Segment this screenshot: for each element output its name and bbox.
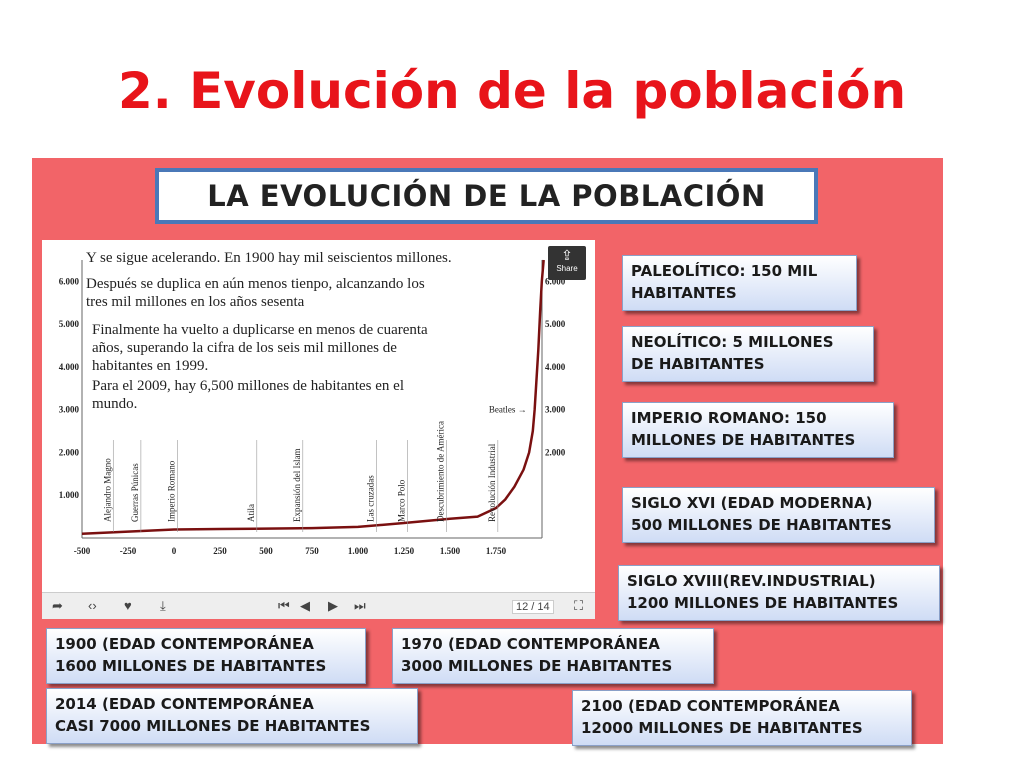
y-tick-label-left: 5.000 <box>59 319 80 329</box>
y-tick-label-left: 6.000 <box>59 276 80 286</box>
share-label: Share <box>556 264 578 273</box>
heart-icon[interactable]: ♥ <box>124 598 132 613</box>
x-tick-label: 0 <box>172 546 177 556</box>
x-tick-label: 250 <box>213 546 227 556</box>
note-line: Y se sigue acelerando. En 1900 hay mil s… <box>86 250 452 266</box>
fact-line: 500 MILLONES DE HABITANTES <box>631 516 892 534</box>
x-tick-label: 500 <box>259 546 273 556</box>
fact-line: IMPERIO ROMANO: 150 <box>631 409 827 427</box>
fact-line: 1600 MILLONES DE HABITANTES <box>55 657 327 675</box>
fact-line: HABITANTES <box>631 284 737 302</box>
fact-box-neolitico: NEOLÍTICO: 5 MILLONES DE HABITANTES <box>622 326 874 382</box>
share-icon: ⇪ <box>561 247 573 263</box>
note-line: tres mil millones en los años sesenta <box>86 294 305 310</box>
event-label: Atila <box>246 504 256 522</box>
event-label: Revolución Industrial <box>487 443 497 522</box>
share-button[interactable]: ⇪ Share <box>548 246 586 280</box>
fact-box-siglo-xvi: SIGLO XVI (EDAD MODERNA) 500 MILLONES DE… <box>622 487 935 543</box>
fact-line: 2014 (EDAD CONTEMPORÁNEA <box>55 695 314 713</box>
fact-box-imperio-romano: IMPERIO ROMANO: 150 MILLONES DE HABITANT… <box>622 402 894 458</box>
fact-box-2014: 2014 (EDAD CONTEMPORÁNEA CASI 7000 MILLO… <box>46 688 418 744</box>
previous-icon[interactable]: ◀ <box>300 598 310 613</box>
fact-line: PALEOLÍTICO: 150 MIL <box>631 262 818 280</box>
fact-line: 1200 MILLONES DE HABITANTES <box>627 594 899 612</box>
y-tick-label-right: 4.000 <box>545 362 566 372</box>
event-label: Expansión del Islam <box>292 449 302 523</box>
x-tick-label: 1.250 <box>394 546 415 556</box>
note-line: habitantes en 1999. <box>92 358 209 374</box>
page-indicator[interactable]: 12 / 14 <box>512 600 554 614</box>
event-label: Las cruzadas <box>365 475 375 522</box>
fullscreen-icon[interactable]: ⛶ <box>574 598 584 613</box>
first-page-icon[interactable]: ⏮ <box>278 598 290 613</box>
fact-box-paleolitico: PALEOLÍTICO: 150 MIL HABITANTES <box>622 255 857 311</box>
slide-title: 2. Evolución de la población <box>117 62 907 120</box>
population-banner: LA EVOLUCIÓN DE LA POBLACIÓN <box>155 168 818 224</box>
fact-line: SIGLO XVI (EDAD MODERNA) <box>631 494 873 512</box>
x-tick-label: 750 <box>305 546 319 556</box>
x-tick-label: 1.750 <box>486 546 507 556</box>
event-label: Alejandro Magno <box>102 458 112 522</box>
fact-line: DE HABITANTES <box>631 355 765 373</box>
event-label: Descubrimiento de América <box>435 421 445 522</box>
y-tick-label-left: 4.000 <box>59 362 80 372</box>
fact-line: 3000 MILLONES DE HABITANTES <box>401 657 673 675</box>
note-line: Para el 2009, hay 6,500 millones de habi… <box>92 378 405 394</box>
note-line: Después se duplica en aún menos tienpo, … <box>86 276 425 292</box>
slide-viewer: -500 -250 0 250 500 750 1.000 1.250 1.500 1.750 1.… <box>42 240 595 619</box>
y-tick-label-left: 3.000 <box>59 405 80 415</box>
download-icon[interactable]: ⤓ <box>160 598 166 613</box>
viewer-controls: ➦ ‹› ♥ ⤓ ⏮ ◀ ▶ ⏭ 12 / 14 ⛶ <box>42 592 595 619</box>
note-line: Finalmente ha vuelto a duplicarse en men… <box>92 322 428 338</box>
event-label: Marco Polo <box>397 479 407 522</box>
banner-title: LA EVOLUCIÓN DE LA POBLACIÓN <box>207 179 766 213</box>
event-label: Imperio Romano <box>167 460 177 522</box>
last-page-icon[interactable]: ⏭ <box>354 598 366 613</box>
fact-line: 1970 (EDAD CONTEMPORÁNEA <box>401 635 660 653</box>
y-tick-label-right: 5.000 <box>545 319 566 329</box>
y-tick-label-left: 1.000 <box>59 490 80 500</box>
fact-box-1900: 1900 (EDAD CONTEMPORÁNEA 1600 MILLONES D… <box>46 628 366 684</box>
share-arrow-icon[interactable]: ➦ <box>52 598 63 613</box>
population-chart: -500 -250 0 250 500 750 1.000 1.250 1.500 1.750 1.… <box>59 259 566 556</box>
fact-box-2100: 2100 (EDAD CONTEMPORÁNEA 12000 MILLONES … <box>572 690 912 746</box>
x-tick-label: -500 <box>74 546 91 556</box>
beatles-label: Beatles → <box>489 405 527 415</box>
x-tick-label: 1.500 <box>440 546 461 556</box>
event-label: Guerras Púnicas <box>130 463 140 522</box>
fact-line: NEOLÍTICO: 5 MILLONES <box>631 333 834 351</box>
note-line: años, superando la cifra de los seis mil… <box>92 340 397 356</box>
y-tick-label-left: 2.000 <box>59 447 80 457</box>
fact-line: 2100 (EDAD CONTEMPORÁNEA <box>581 697 840 715</box>
chart-area: -500 -250 0 250 500 750 1.000 1.250 1.500 1.750 1.… <box>42 240 595 592</box>
population-line <box>81 259 545 535</box>
fact-line: SIGLO XVIII(REV.INDUSTRIAL) <box>627 572 876 590</box>
fact-line: 12000 MILLONES DE HABITANTES <box>581 719 863 737</box>
x-tick-label: 1.000 <box>348 546 369 556</box>
note-line: mundo. <box>92 396 138 412</box>
y-tick-label-right: 2.000 <box>545 447 566 457</box>
y-tick-label-right: 3.000 <box>545 405 566 415</box>
x-tick-label: -250 <box>120 546 137 556</box>
fact-box-siglo-xviii: SIGLO XVIII(REV.INDUSTRIAL) 1200 MILLONE… <box>618 565 940 621</box>
embed-code-icon[interactable]: ‹› <box>88 598 97 613</box>
next-icon[interactable]: ▶ <box>328 598 338 613</box>
fact-box-1970: 1970 (EDAD CONTEMPORÁNEA 3000 MILLONES D… <box>392 628 714 684</box>
fact-line: MILLONES DE HABITANTES <box>631 431 856 449</box>
fact-line: 1900 (EDAD CONTEMPORÁNEA <box>55 635 314 653</box>
y-tick-label-right: 6.000 <box>545 276 566 286</box>
fact-line: CASI 7000 MILLONES DE HABITANTES <box>55 717 371 735</box>
